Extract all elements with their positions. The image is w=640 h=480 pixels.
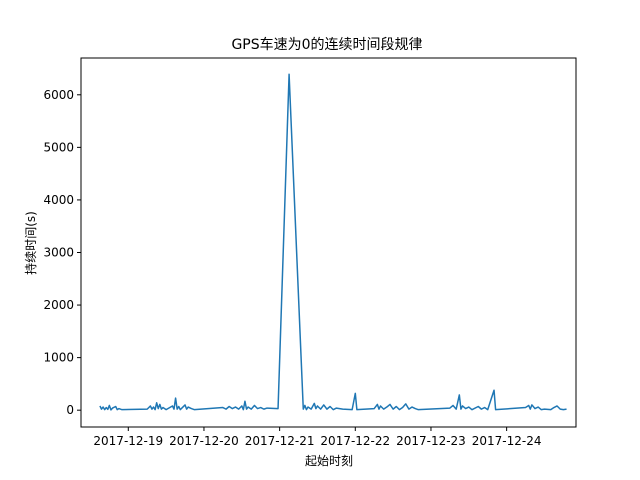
y-tick-label: 2000	[43, 298, 74, 312]
y-tick-label: 3000	[43, 245, 74, 259]
series-line-0	[99, 73, 567, 411]
plot-area	[81, 58, 576, 427]
y-axis: 0 1000 2000 3000 4000 5000 6000	[43, 88, 81, 417]
plot-background	[81, 58, 576, 427]
y-tick-label: 1000	[43, 351, 74, 365]
x-tick-label: 2017-12-23	[396, 434, 466, 448]
y-tick-label: 4000	[43, 193, 74, 207]
x-axis-label: 起始时刻	[305, 454, 353, 468]
plot-frame	[80, 57, 577, 428]
y-tick-label: 5000	[43, 140, 74, 154]
series-layer	[99, 73, 567, 411]
y-tick-label: 6000	[43, 88, 74, 102]
y-axis-label: 持续时间(s)	[23, 211, 38, 275]
y-tick-label: 0	[66, 403, 74, 417]
x-axis: 2017-12-19 2017-12-20 2017-12-21 2017-12-22…	[93, 427, 542, 448]
x-tick-label: 2017-12-19	[93, 434, 163, 448]
x-tick-label: 2017-12-24	[472, 434, 542, 448]
chart-title: GPS车速为0的连续时间段规律	[231, 36, 422, 53]
x-tick-label: 2017-12-22	[320, 434, 390, 448]
x-tick-label: 2017-12-20	[169, 434, 239, 448]
x-tick-label: 2017-12-21	[245, 434, 315, 448]
